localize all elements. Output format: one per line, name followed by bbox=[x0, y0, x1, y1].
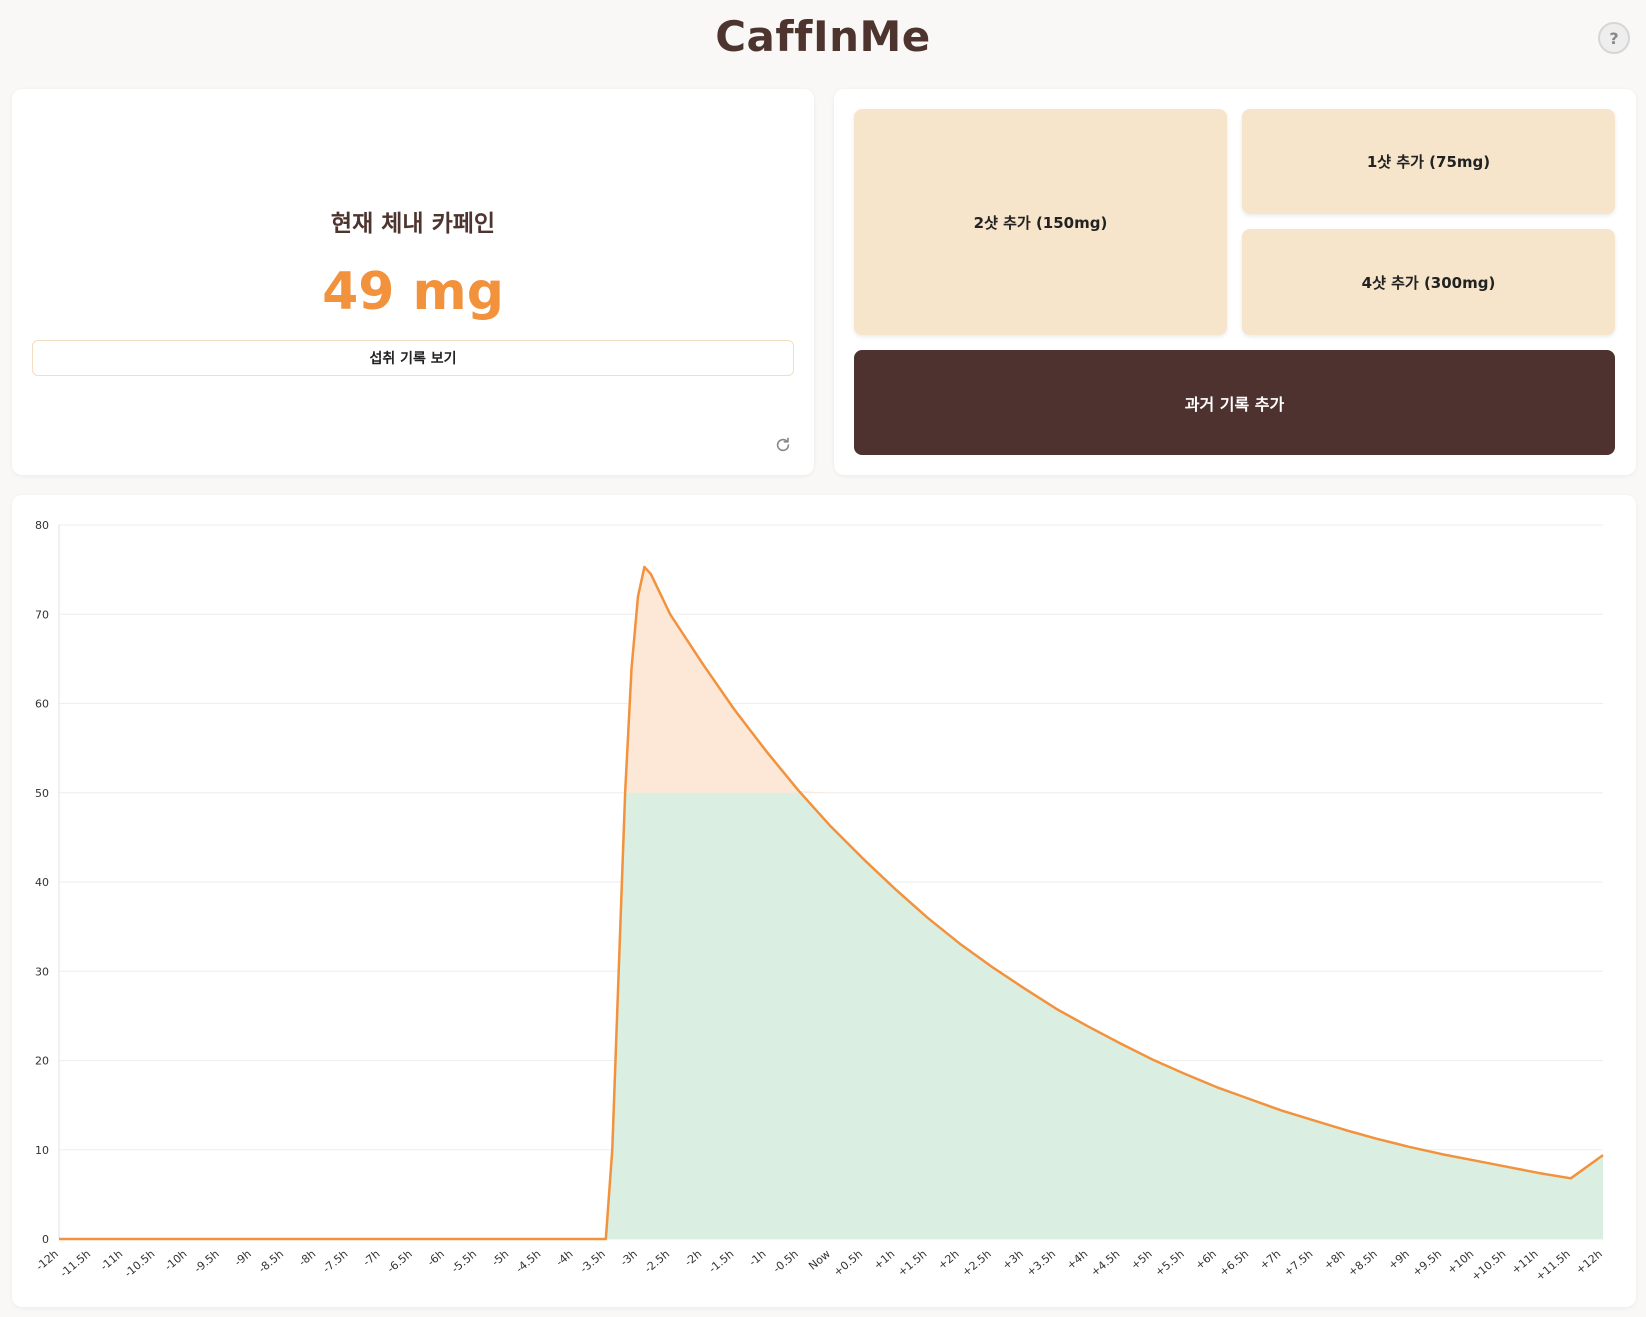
x-tick-label: -10.5h bbox=[122, 1247, 158, 1280]
x-tick-label: +4h bbox=[1064, 1247, 1090, 1272]
caffeine-series-line bbox=[59, 565, 1604, 1241]
x-tick-label: -11h bbox=[98, 1247, 125, 1273]
add-4-shot-button[interactable]: 4샷 추가 (300mg) bbox=[1242, 229, 1615, 335]
x-tick-label: +6h bbox=[1193, 1247, 1219, 1272]
y-tick-label: 10 bbox=[35, 1144, 49, 1157]
y-tick-label: 80 bbox=[35, 519, 49, 532]
y-tick-label: 60 bbox=[35, 698, 49, 711]
x-tick-label: +9h bbox=[1386, 1247, 1412, 1272]
x-tick-label: +4.5h bbox=[1088, 1247, 1122, 1279]
x-tick-label: -8.5h bbox=[256, 1247, 286, 1275]
help-icon: ? bbox=[1609, 28, 1619, 48]
current-caffeine-label: 현재 체내 카페인 bbox=[330, 211, 496, 237]
help-button[interactable]: ? bbox=[1598, 22, 1630, 54]
x-tick-label: -11.5h bbox=[58, 1247, 94, 1280]
x-tick-label: +1h bbox=[871, 1247, 897, 1272]
y-tick-label: 40 bbox=[35, 876, 49, 889]
refresh-icon[interactable] bbox=[774, 436, 792, 454]
x-tick-label: +3h bbox=[1000, 1247, 1026, 1272]
x-tick-label: -1.5h bbox=[706, 1247, 736, 1275]
x-tick-label: -12h bbox=[33, 1247, 60, 1273]
x-tick-label: -4h bbox=[553, 1247, 575, 1269]
x-tick-label: +11.5h bbox=[1533, 1247, 1573, 1283]
x-tick-label: +9.5h bbox=[1410, 1247, 1444, 1279]
view-history-button[interactable]: 섭취 기록 보기 bbox=[32, 340, 794, 376]
x-tick-label: +2.5h bbox=[960, 1247, 994, 1279]
x-tick-label: -10h bbox=[162, 1247, 189, 1273]
x-tick-label: -2h bbox=[682, 1247, 704, 1269]
x-tick-label: -7.5h bbox=[320, 1247, 350, 1275]
x-tick-label: -8h bbox=[296, 1247, 318, 1269]
x-tick-label: -3h bbox=[618, 1247, 640, 1269]
x-tick-label: -4.5h bbox=[513, 1247, 543, 1275]
x-tick-label: -6h bbox=[425, 1247, 447, 1269]
x-tick-label: +6.5h bbox=[1217, 1247, 1251, 1279]
y-tick-label: 0 bbox=[42, 1233, 49, 1246]
x-tick-label: -0.5h bbox=[771, 1247, 801, 1275]
x-tick-label: Now bbox=[806, 1247, 833, 1272]
x-tick-label: +7h bbox=[1257, 1247, 1283, 1272]
x-tick-label: -5.5h bbox=[449, 1247, 479, 1275]
current-caffeine-value: 49 mg bbox=[322, 262, 504, 322]
area-over-threshold bbox=[59, 566, 1603, 793]
x-tick-label: -3.5h bbox=[578, 1247, 608, 1275]
x-tick-label: -6.5h bbox=[385, 1247, 415, 1275]
x-tick-label: +3.5h bbox=[1024, 1247, 1058, 1279]
area-under-threshold bbox=[59, 792, 1603, 1239]
x-tick-label: -5h bbox=[489, 1247, 511, 1269]
x-tick-label: -2.5h bbox=[642, 1247, 672, 1275]
x-tick-label: +8.5h bbox=[1346, 1247, 1380, 1279]
x-tick-label: +12h bbox=[1573, 1247, 1605, 1276]
x-tick-label: -7h bbox=[360, 1247, 382, 1269]
x-tick-label: +5h bbox=[1128, 1247, 1154, 1272]
x-tick-label: +5.5h bbox=[1153, 1247, 1187, 1279]
y-tick-label: 50 bbox=[35, 787, 49, 800]
y-tick-label: 30 bbox=[35, 965, 49, 978]
caffeine-chart: 0 10 20 30 40 50 60 70 80 -12h-11.5h -11h-10.5h -10… bbox=[33, 519, 1605, 1283]
x-tick-label: -9.5h bbox=[192, 1247, 222, 1275]
x-tick-label: +8h bbox=[1321, 1247, 1347, 1272]
add-1-shot-button[interactable]: 1샷 추가 (75mg) bbox=[1242, 109, 1615, 214]
add-past-record-button[interactable]: 과거 기록 추가 bbox=[854, 350, 1615, 455]
y-tick-label: 20 bbox=[35, 1055, 49, 1068]
y-tick-label: 70 bbox=[35, 608, 49, 621]
x-tick-label: -9h bbox=[232, 1247, 254, 1269]
x-tick-label: +0.5h bbox=[831, 1247, 865, 1279]
x-tick-label: +10.5h bbox=[1469, 1247, 1509, 1283]
app-title: CaffInMe bbox=[715, 12, 931, 61]
x-tick-label: +1.5h bbox=[895, 1247, 929, 1279]
x-tick-label: -1h bbox=[746, 1247, 768, 1269]
add-2-shot-button[interactable]: 2샷 추가 (150mg) bbox=[854, 109, 1227, 335]
status-card bbox=[12, 89, 814, 475]
x-tick-label: +7.5h bbox=[1281, 1247, 1315, 1279]
x-tick-label: +2h bbox=[935, 1247, 961, 1272]
